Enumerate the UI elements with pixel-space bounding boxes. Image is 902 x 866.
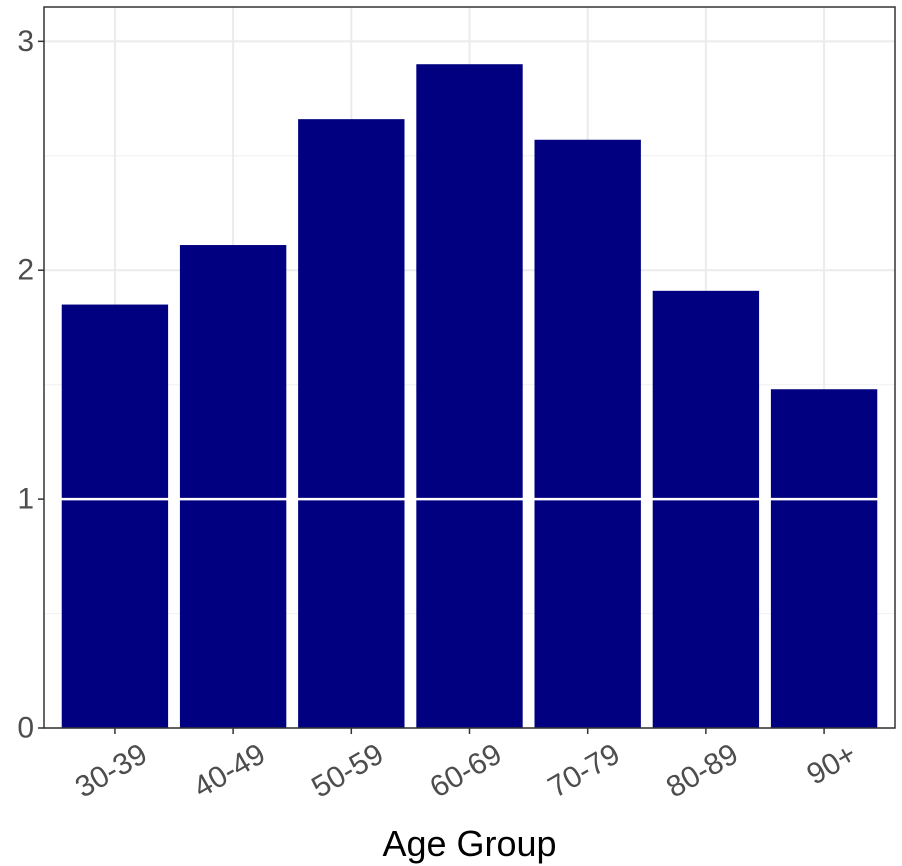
x-tick-label: 60-69: [424, 737, 507, 804]
bar-60-69: [416, 64, 523, 728]
y-tick-label: 3: [17, 25, 34, 58]
x-axis-title: Age Group: [382, 823, 556, 864]
x-tick-label: 70-79: [543, 737, 626, 804]
bar-80-89: [652, 290, 760, 728]
bar-70-79: [534, 139, 641, 728]
bar-30-39: [61, 304, 169, 728]
y-axis: 0 1 2 3: [17, 25, 44, 745]
bar-50-59: [298, 119, 405, 728]
y-tick-label: 1: [17, 483, 34, 516]
bar-40-49: [179, 245, 287, 729]
x-tick-label: 80-89: [661, 737, 744, 804]
x-axis: 30-39 40-49 50-59 60-69 70-79 80-89 90+: [70, 728, 862, 804]
y-tick-label: 2: [17, 254, 34, 287]
bars-layer: [61, 64, 878, 729]
x-tick-label: 50-59: [306, 737, 389, 804]
bar-90+: [770, 389, 878, 728]
y-tick-label: 0: [17, 712, 34, 745]
x-tick-label: 90+: [801, 737, 862, 791]
x-tick-label: 30-39: [70, 737, 153, 804]
x-tick-label: 40-49: [188, 737, 271, 804]
